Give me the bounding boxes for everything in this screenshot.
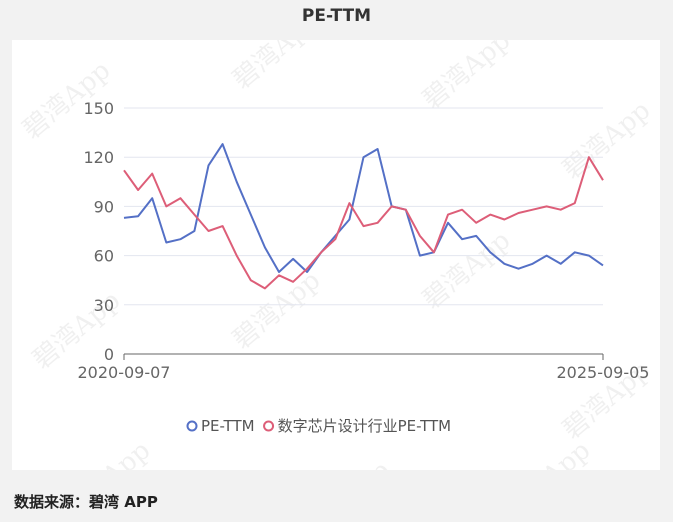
legend-label-1[interactable]: PE-TTM — [201, 417, 255, 435]
legend-marker-2[interactable] — [263, 420, 275, 432]
x-tick-label-end: 2025-09-05 — [557, 363, 650, 382]
watermark-text: 碧湾App — [57, 435, 156, 470]
series-lines — [123, 143, 604, 290]
watermark-text: 碧湾App — [557, 95, 656, 185]
legend-label-2[interactable]: 数字芯片设计行业PE-TTM — [278, 417, 452, 435]
legend: PE-TTM 数字芯片设计行业PE-TTM — [186, 417, 452, 435]
series-line-1 — [123, 143, 604, 273]
x-axis: 2020-09-07 2025-09-05 — [78, 354, 650, 382]
legend-marker-1[interactable] — [186, 420, 198, 432]
x-tick-label-start: 2020-09-07 — [78, 363, 171, 382]
series-line-2 — [123, 156, 604, 290]
y-tick-label: 120 — [83, 148, 114, 167]
data-source-note: 数据来源：碧湾 APP — [14, 493, 158, 511]
watermark-text: 碧湾App — [297, 455, 396, 470]
y-axis-ticks: 0 30 60 90 120 150 — [83, 99, 114, 364]
grid-lines — [124, 107, 603, 355]
y-tick-label: 60 — [94, 247, 114, 266]
chart-card: 碧湾App 碧湾App 碧湾App 碧湾App 碧湾App 碧湾App 碧湾App 碧湾App… — [12, 40, 660, 470]
y-tick-label: 150 — [83, 99, 114, 118]
chart-title: PE-TTM — [301, 6, 372, 26]
y-tick-label: 0 — [104, 345, 114, 364]
y-tick-label: 90 — [94, 197, 114, 216]
y-tick-label: 30 — [94, 296, 114, 315]
watermark-text: 碧湾App — [227, 265, 326, 355]
watermark-text: 碧湾App — [227, 40, 326, 95]
watermark-text: 碧湾App — [417, 40, 516, 115]
